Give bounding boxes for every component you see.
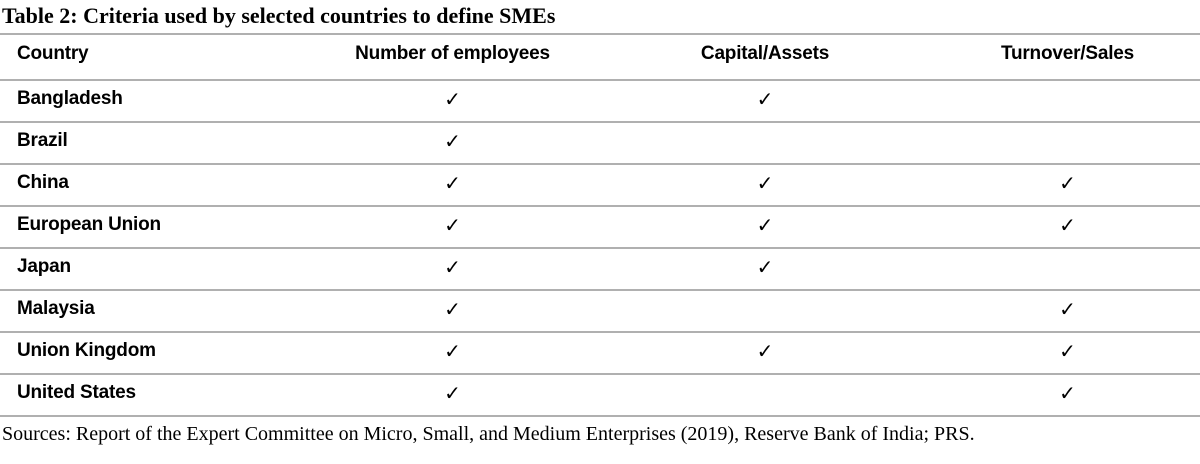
table-row: Bangladesh ✓ ✓ [0,80,1200,123]
employees-check-cell: ✓ [310,80,595,123]
col-header-employees: Number of employees [310,34,595,81]
employees-check-cell: ✓ [310,248,595,291]
capital-check-cell: ✓ [595,80,935,123]
turnover-check-cell: ✓ [935,164,1200,207]
country-cell: United States [0,374,310,417]
capital-check-cell: ✓ [595,332,935,375]
country-cell: Bangladesh [0,80,310,123]
capital-check-cell [595,290,935,333]
turnover-check-cell [935,248,1200,291]
turnover-check-cell [935,80,1200,123]
table-row: Union Kingdom ✓ ✓ ✓ [0,332,1200,375]
col-header-turnover: Turnover/Sales [935,34,1200,81]
capital-check-cell [595,374,935,417]
col-header-country: Country [0,34,310,81]
table-header-row: Country Number of employees Capital/Asse… [0,34,1200,81]
capital-check-cell [595,122,935,165]
country-cell: European Union [0,206,310,249]
employees-check-cell: ✓ [310,206,595,249]
capital-check-cell: ✓ [595,248,935,291]
employees-check-cell: ✓ [310,374,595,417]
turnover-check-cell [935,122,1200,165]
country-cell: Union Kingdom [0,332,310,375]
turnover-check-cell: ✓ [935,332,1200,375]
table-source-note: Sources: Report of the Expert Committee … [2,423,975,445]
table-row: European Union ✓ ✓ ✓ [0,206,1200,249]
turnover-check-cell: ✓ [935,290,1200,333]
employees-check-cell: ✓ [310,122,595,165]
table-row: Brazil ✓ [0,122,1200,165]
sme-criteria-table: Country Number of employees Capital/Asse… [0,33,1200,417]
capital-check-cell: ✓ [595,164,935,207]
col-header-capital: Capital/Assets [595,34,935,81]
table-row: Japan ✓ ✓ [0,248,1200,291]
turnover-check-cell: ✓ [935,374,1200,417]
country-cell: Japan [0,248,310,291]
employees-check-cell: ✓ [310,290,595,333]
table-title: Table 2: Criteria used by selected count… [2,3,556,28]
turnover-check-cell: ✓ [935,206,1200,249]
country-cell: China [0,164,310,207]
country-cell: Malaysia [0,290,310,333]
employees-check-cell: ✓ [310,164,595,207]
table-row: China ✓ ✓ ✓ [0,164,1200,207]
employees-check-cell: ✓ [310,332,595,375]
table-row: Malaysia ✓ ✓ [0,290,1200,333]
table-row: United States ✓ ✓ [0,374,1200,417]
country-cell: Brazil [0,122,310,165]
capital-check-cell: ✓ [595,206,935,249]
